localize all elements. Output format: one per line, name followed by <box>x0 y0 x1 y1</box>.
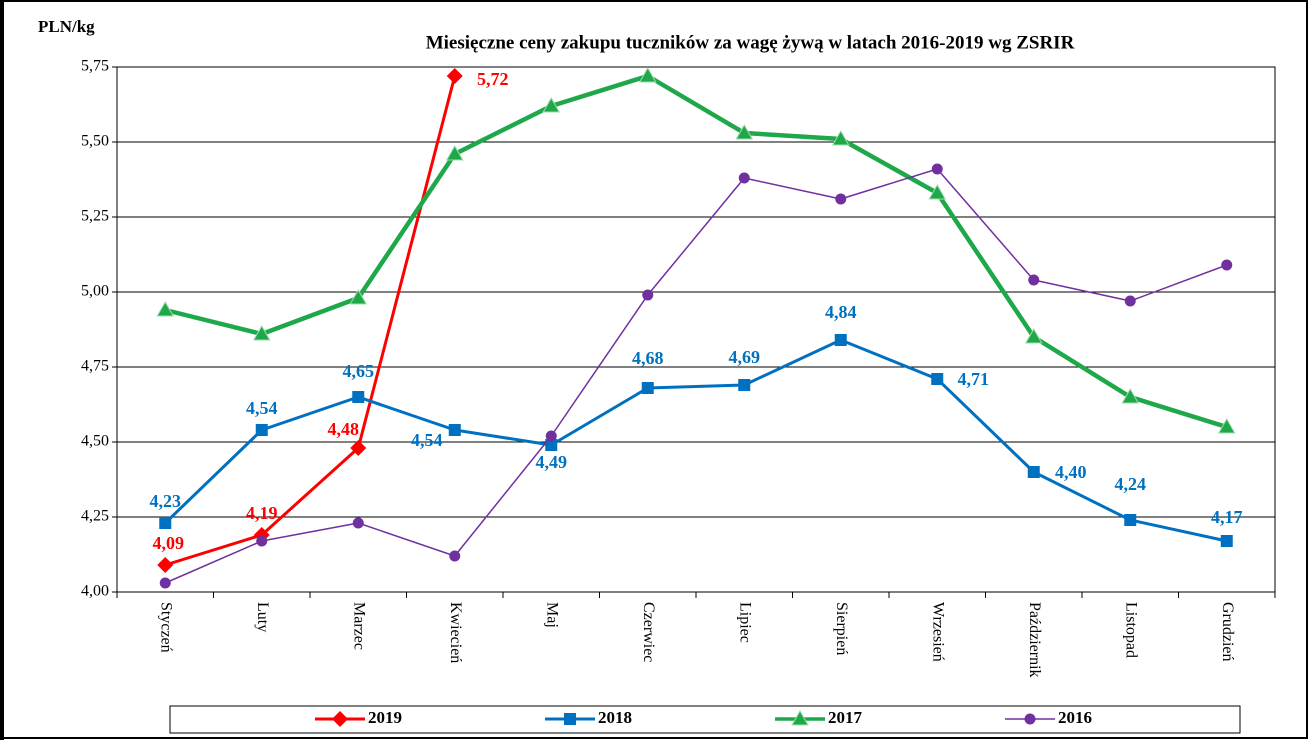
series-line <box>164 168 1228 584</box>
data-label: 4,69 <box>729 347 761 367</box>
data-point <box>642 289 654 301</box>
data-label: 4,68 <box>632 348 664 368</box>
legend-label: 2018 <box>598 708 632 727</box>
series-line <box>164 338 1228 543</box>
data-label: 4,54 <box>411 430 443 450</box>
legend-marker <box>791 709 809 726</box>
data-label: 4,17 <box>1211 507 1243 527</box>
y-tick-label: 4,75 <box>81 358 109 375</box>
data-label: 4,49 <box>536 452 568 472</box>
data-label: 4,84 <box>825 302 857 322</box>
data-label: 4,23 <box>150 491 182 511</box>
legend-marker <box>564 713 576 725</box>
data-point <box>545 430 557 442</box>
data-point <box>835 193 847 205</box>
data-point <box>352 391 365 403</box>
x-tick-label: Czerwiec <box>640 602 657 662</box>
data-point <box>928 183 947 200</box>
data-label: 5,72 <box>477 69 509 89</box>
x-tick-label: Listopad <box>1123 602 1140 658</box>
data-point <box>1024 327 1043 344</box>
y-tick-label: 5,00 <box>81 283 109 300</box>
y-axis-label: PLN/kg <box>38 17 95 36</box>
data-point <box>350 440 367 456</box>
data-label: 4,54 <box>246 398 278 418</box>
data-point <box>1221 259 1233 271</box>
data-point <box>445 144 464 161</box>
data-point <box>159 517 172 529</box>
data-point <box>738 172 750 184</box>
data-point <box>449 550 461 562</box>
data-point <box>931 163 943 175</box>
data-label: 4,09 <box>153 533 185 553</box>
data-point <box>542 96 561 113</box>
x-tick-label: Luty <box>254 602 271 632</box>
data-point <box>831 129 850 146</box>
data-point <box>735 123 754 140</box>
x-tick-label: Marzec <box>351 602 368 650</box>
data-point <box>252 324 271 341</box>
legend-label: 2019 <box>368 708 402 727</box>
x-tick-label: Sierpień <box>833 602 850 655</box>
data-point <box>1217 417 1236 434</box>
x-tick-label: Kwiecień <box>447 602 464 663</box>
chart-title: Miesięczne ceny zakupu tuczników za wagę… <box>426 32 1075 53</box>
x-tick-label: Grudzień <box>1219 602 1236 662</box>
data-point <box>349 288 368 305</box>
legend-label: 2017 <box>828 708 863 727</box>
y-tick-label: 5,25 <box>81 208 109 225</box>
data-point <box>1124 514 1137 526</box>
data-label: 4,71 <box>958 369 990 389</box>
y-tick-label: 5,75 <box>81 58 109 75</box>
data-point <box>545 439 558 451</box>
y-tick-label: 4,25 <box>81 508 109 525</box>
legend-label: 2016 <box>1058 708 1092 727</box>
data-label: 4,65 <box>343 361 375 381</box>
series-line <box>164 73 1228 430</box>
data-point <box>448 424 461 436</box>
legend-marker <box>332 711 348 727</box>
data-label: 4,40 <box>1055 462 1087 482</box>
x-tick-label: Październik <box>1026 602 1043 678</box>
data-point <box>638 66 657 83</box>
x-tick-label: Lipiec <box>737 602 754 643</box>
data-point <box>157 557 174 573</box>
data-label: 4,19 <box>246 503 278 523</box>
data-point <box>641 382 654 394</box>
data-point <box>256 535 268 547</box>
data-point <box>1027 466 1040 478</box>
data-point <box>834 334 847 346</box>
data-point <box>446 68 463 84</box>
y-tick-label: 4,00 <box>81 583 109 600</box>
data-point <box>1121 387 1140 404</box>
data-label: 4,48 <box>328 419 360 439</box>
legend-marker <box>1024 713 1036 725</box>
series-line <box>164 75 457 567</box>
data-point <box>1028 274 1040 286</box>
x-tick-label: Wrzesień <box>930 602 947 662</box>
data-point <box>931 373 944 385</box>
data-point <box>1124 295 1136 307</box>
data-point <box>1220 535 1233 547</box>
x-tick-label: Styczeń <box>158 602 175 653</box>
data-point <box>255 424 268 436</box>
data-point <box>352 517 364 529</box>
data-point <box>159 577 171 589</box>
data-point <box>156 300 175 317</box>
data-point <box>738 379 751 391</box>
data-label: 4,24 <box>1115 474 1147 494</box>
y-tick-label: 4,50 <box>81 433 109 450</box>
x-tick-label: Maj <box>544 602 561 628</box>
y-tick-label: 5,50 <box>81 133 109 150</box>
